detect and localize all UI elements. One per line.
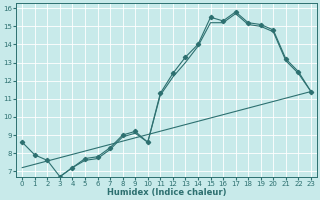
X-axis label: Humidex (Indice chaleur): Humidex (Indice chaleur): [107, 188, 226, 197]
